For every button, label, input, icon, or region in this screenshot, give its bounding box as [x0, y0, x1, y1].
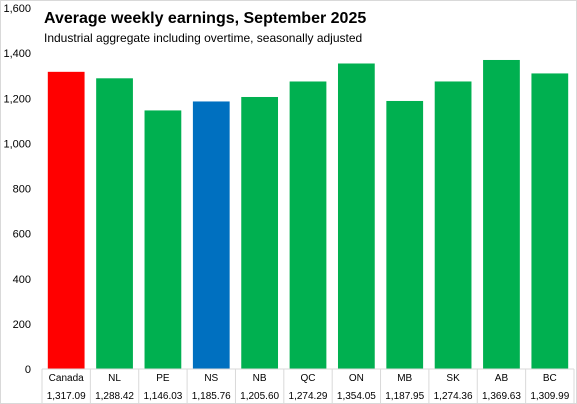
bar-nl — [96, 78, 133, 370]
y-tick-label: 400 — [13, 274, 31, 286]
category-label: NB — [253, 373, 267, 384]
value-label: 1,369.63 — [482, 391, 521, 402]
value-label: 1,205.60 — [240, 391, 279, 402]
bar-ns — [192, 101, 230, 370]
category-label: NS — [204, 373, 218, 384]
value-label: 1,317.09 — [47, 391, 86, 402]
y-tick-label: 200 — [13, 319, 31, 331]
chart-subtitle: Industrial aggregate including overtime,… — [44, 31, 363, 45]
category-label: Canada — [49, 373, 84, 384]
category-label: QC — [301, 373, 316, 384]
value-label: 1,185.76 — [192, 391, 231, 402]
value-label: 1,309.99 — [530, 391, 569, 402]
bar-canada — [47, 71, 85, 369]
bar-ab — [483, 59, 520, 369]
category-label: PE — [156, 373, 170, 384]
y-tick-label: 1,200 — [3, 93, 31, 105]
bar-nb — [241, 96, 279, 369]
y-tick-label: 800 — [13, 184, 31, 196]
bar-on — [337, 63, 375, 370]
category-label: MB — [397, 373, 412, 384]
bar-qc — [289, 81, 327, 370]
category-label: BC — [543, 373, 557, 384]
chart-title: Average weekly earnings, September 2025 — [44, 10, 367, 27]
category-label: AB — [495, 373, 509, 384]
y-tick-label: 1,400 — [3, 48, 31, 60]
y-tick-label: 0 — [25, 364, 31, 376]
value-label: 1,146.03 — [143, 391, 182, 402]
bar-mb — [386, 100, 424, 369]
value-label: 1,274.29 — [289, 391, 328, 402]
value-label: 1,274.36 — [434, 391, 473, 402]
category-label: NL — [108, 373, 121, 384]
bar-sk — [434, 81, 472, 369]
y-tick-label: 1,600 — [3, 3, 31, 15]
value-label: 1,187.95 — [385, 391, 424, 402]
category-label: ON — [349, 373, 364, 384]
y-tick-label: 1,000 — [3, 138, 31, 150]
bar-bc — [531, 73, 569, 370]
value-label: 1,288.42 — [95, 391, 134, 402]
category-label: SK — [446, 373, 460, 384]
y-tick-label: 600 — [13, 229, 31, 241]
bar-pe — [144, 110, 182, 370]
value-label: 1,354.05 — [337, 391, 376, 402]
